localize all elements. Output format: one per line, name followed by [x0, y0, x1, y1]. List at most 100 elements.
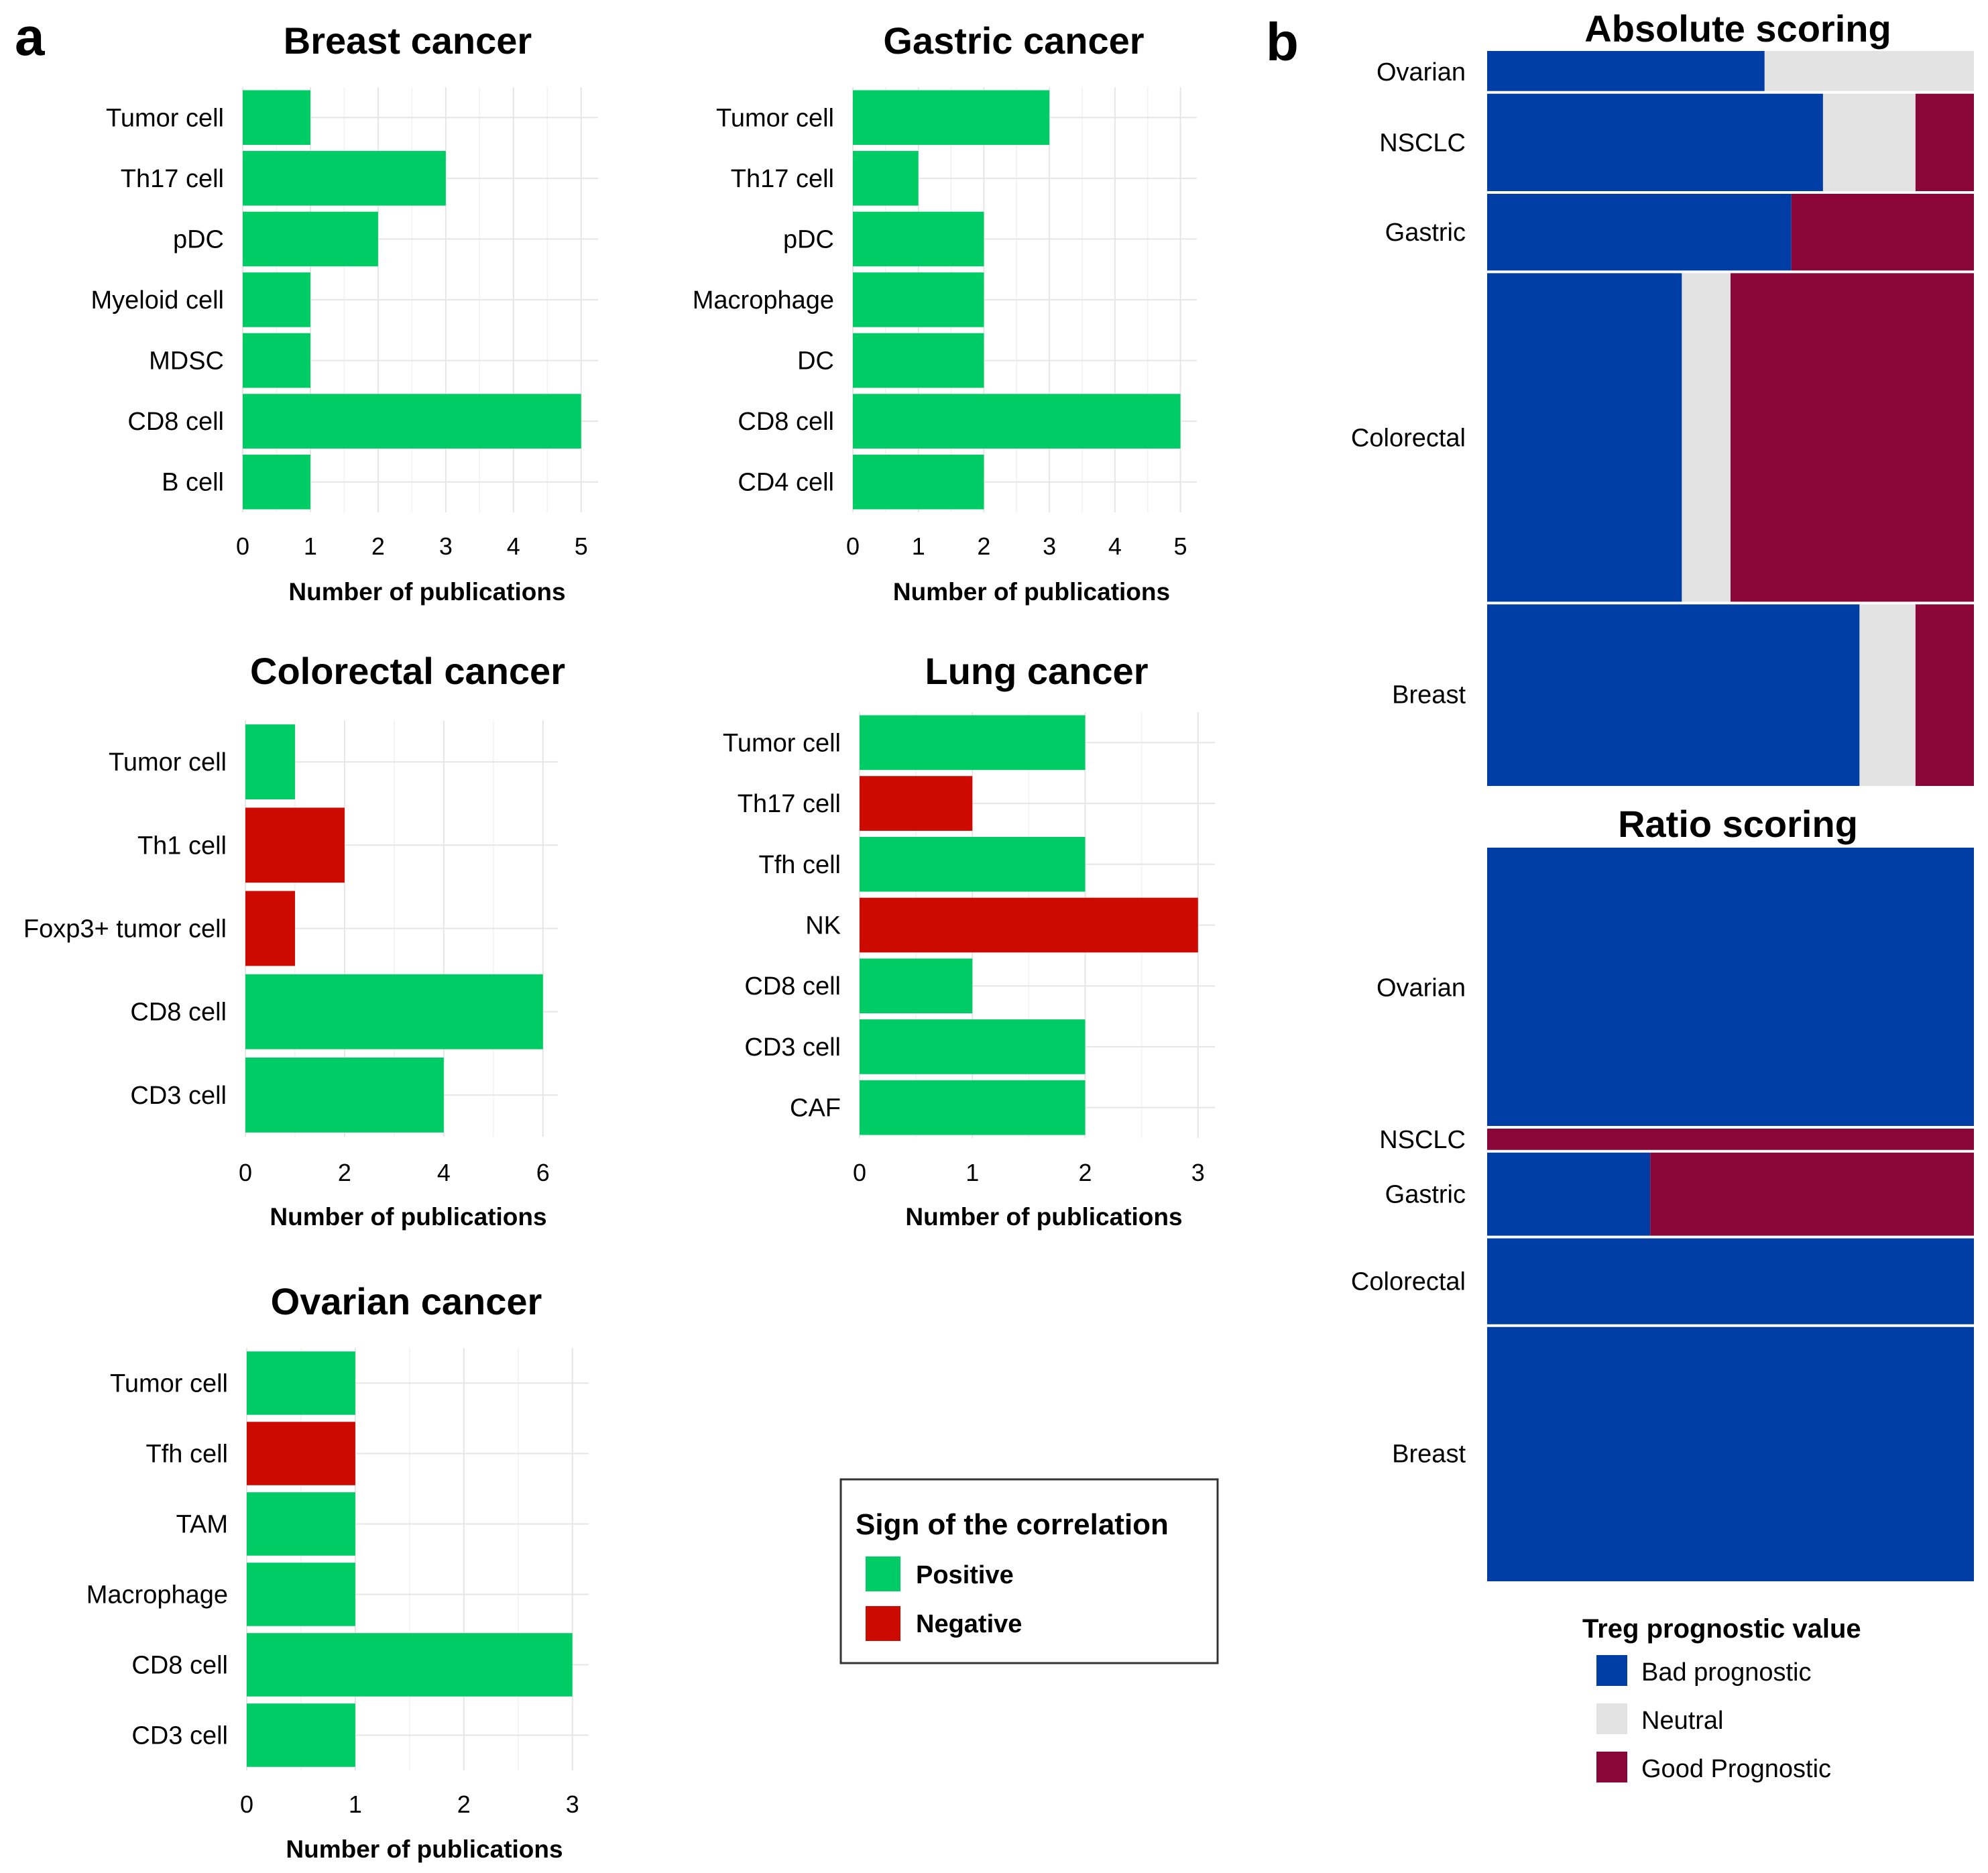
- absolute-scoring-mosaic: Absolute scoring Ovarian NSCLC Gastric Color…: [1351, 7, 1974, 786]
- gastric-bar: [853, 90, 1050, 146]
- gastric-category-label: Macrophage: [693, 286, 834, 315]
- breast-x-tick-label: 0: [236, 532, 249, 560]
- gastric-chart-title: Gastric cancer: [883, 19, 1144, 62]
- sign-legend-frame: [839, 1478, 1219, 1664]
- breast-category-label: Tumor cell: [106, 104, 224, 132]
- lung-category-label: Th17 cell: [738, 790, 841, 818]
- absolute-neutral-tile: [1764, 51, 1974, 93]
- treg-legend: Treg prognostic value Bad prognostic Neu…: [1582, 1614, 1861, 1783]
- positive-legend-key: [866, 1556, 900, 1591]
- gastric-category-label: Tumor cell: [716, 104, 834, 132]
- absolute-row-label: Colorectal: [1351, 424, 1466, 452]
- ratio-scoring-mosaic: Ratio scoring Ovarian NSCLC Gastric Colorect…: [1351, 803, 1974, 1581]
- gastric-bar: [853, 151, 919, 206]
- ratio-bad-tile: [1487, 848, 1974, 1128]
- ratio-bad-tile: [1487, 1325, 1974, 1581]
- neutral-legend-label: Neutral: [1641, 1707, 1724, 1735]
- colorectal-category-label: CD8 cell: [130, 999, 227, 1027]
- breast-category-label: MDSC: [149, 347, 224, 376]
- colorectal-x-tick-label: 4: [437, 1159, 451, 1186]
- gastric-x-tick-label: 4: [1108, 532, 1122, 560]
- breast-category-label: Myeloid cell: [91, 286, 224, 315]
- lung-bar: [860, 958, 973, 1014]
- ratio-row-label: Ovarian: [1377, 974, 1466, 1003]
- colorectal-bar: [245, 724, 295, 799]
- gastric-category-label: DC: [797, 347, 834, 376]
- good-prognostic-legend-label: Good Prognostic: [1641, 1755, 1831, 1783]
- ovarian-category-label: CD8 cell: [131, 1652, 228, 1680]
- lung-chart-title: Lung cancer: [925, 650, 1149, 692]
- gastric-category-label: Th17 cell: [731, 165, 834, 193]
- breast-x-tick-label: 3: [439, 532, 453, 560]
- ovarian-cancer-bar-chart: Ovarian cancer 0 1 2 3 Tumor cell Tfh cell TAM M…: [86, 1280, 589, 1863]
- colorectal-category-label: Th1 cell: [137, 832, 227, 860]
- ratio-good-tile: [1487, 1127, 1974, 1151]
- colorectal-chart-title: Colorectal cancer: [250, 650, 565, 692]
- panel-label-a: a: [15, 7, 45, 66]
- absolute-bad-tile: [1487, 92, 1823, 192]
- lung-bar: [860, 776, 973, 831]
- breast-category-label: B cell: [162, 469, 224, 497]
- neutral-legend-key: [1596, 1703, 1627, 1734]
- lung-x-tick-label: 1: [966, 1159, 979, 1186]
- breast-category-label: Th17 cell: [121, 165, 224, 193]
- absolute-neutral-tile: [1859, 603, 1916, 786]
- gastric-category-label: CD8 cell: [738, 408, 834, 436]
- absolute-mosaic-title: Absolute scoring: [1584, 7, 1891, 50]
- treg-legend-title: Treg prognostic value: [1582, 1614, 1861, 1644]
- colorectal-x-axis-label: Number of publications: [270, 1203, 546, 1231]
- gastric-bar: [853, 454, 984, 510]
- negative-legend-label: Negative: [916, 1610, 1022, 1638]
- absolute-good-tile: [1791, 192, 1974, 272]
- lung-x-tick-label: 2: [1078, 1159, 1092, 1186]
- colorectal-bar: [245, 891, 295, 966]
- bad-prognostic-legend-label: Bad prognostic: [1641, 1658, 1812, 1687]
- lung-bar: [860, 1080, 1086, 1135]
- gastric-x-tick-label: 0: [846, 532, 860, 560]
- lung-x-axis-label: Number of publications: [905, 1203, 1182, 1231]
- breast-x-tick-label: 4: [507, 532, 520, 560]
- lung-cancer-bar-chart: Lung cancer 0 1 2 3 Tumor cell Th17 cell Tfh ce…: [723, 650, 1215, 1231]
- lung-x-tick-label: 3: [1191, 1159, 1205, 1186]
- lung-bar: [860, 715, 1086, 771]
- ratio-bad-tile: [1487, 1237, 1974, 1326]
- breast-bar: [243, 333, 310, 388]
- absolute-bad-tile: [1487, 272, 1682, 604]
- absolute-row-label: Breast: [1392, 681, 1466, 710]
- gastric-x-tick-label: 2: [977, 532, 990, 560]
- ratio-good-tile: [1650, 1151, 1974, 1237]
- colorectal-x-tick-label: 0: [239, 1159, 252, 1186]
- gastric-x-tick-label: 1: [912, 532, 925, 560]
- breast-cancer-bar-chart: Breast cancer 0 1 2 3 4 5 Tumor cell Th17 cell pD…: [91, 19, 598, 606]
- good-prognostic-legend-key: [1596, 1752, 1627, 1782]
- ratio-row-label: Colorectal: [1351, 1268, 1466, 1296]
- breast-bar: [243, 211, 378, 267]
- ovarian-category-label: Macrophage: [86, 1581, 228, 1609]
- lung-bar: [860, 836, 1086, 892]
- ovarian-bar: [247, 1703, 355, 1767]
- colorectal-bar: [245, 807, 345, 883]
- gastric-bar: [853, 333, 984, 388]
- breast-bar: [243, 454, 310, 510]
- ovarian-x-axis-label: Number of publications: [286, 1835, 563, 1863]
- absolute-good-tile: [1915, 603, 1974, 786]
- panel-label-b: b: [1266, 12, 1299, 72]
- colorectal-bar: [245, 1058, 444, 1133]
- absolute-row-label: NSCLC: [1379, 129, 1466, 157]
- gastric-x-tick-label: 5: [1174, 532, 1187, 560]
- ovarian-bar: [247, 1633, 573, 1697]
- sign-legend: Sign of the correlation Positive Negativ…: [839, 1478, 1219, 1664]
- breast-bar: [243, 272, 310, 327]
- absolute-good-tile: [1731, 272, 1974, 604]
- colorectal-x-tick-label: 6: [536, 1159, 550, 1186]
- ovarian-x-tick-label: 1: [349, 1791, 362, 1818]
- breast-x-tick-label: 5: [575, 532, 588, 560]
- ovarian-bar: [247, 1422, 355, 1485]
- lung-category-label: CD3 cell: [744, 1033, 841, 1062]
- breast-x-tick-label: 1: [304, 532, 317, 560]
- lung-category-label: CAF: [790, 1094, 841, 1123]
- lung-bar: [860, 897, 1198, 953]
- breast-category-label: CD8 cell: [127, 408, 224, 436]
- absolute-row-label: Gastric: [1385, 219, 1466, 247]
